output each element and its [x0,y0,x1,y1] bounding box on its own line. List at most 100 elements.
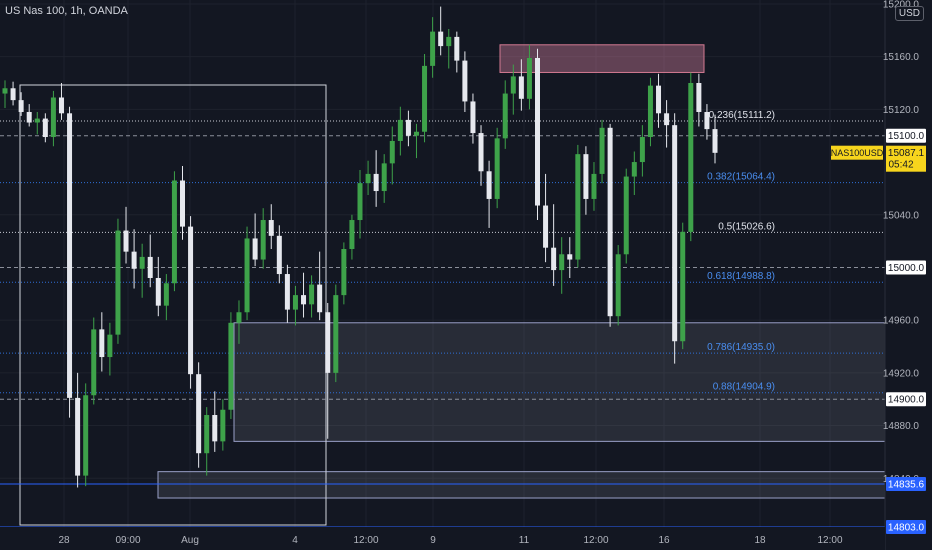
candle-body[interactable] [236,312,242,323]
candle-body[interactable] [155,277,161,306]
candle-body[interactable] [462,60,468,102]
candle-body[interactable] [180,180,185,227]
candle-body[interactable] [365,173,371,184]
candle-body[interactable] [712,129,718,153]
demand-zone[interactable] [233,322,886,442]
candle-body[interactable] [502,93,508,139]
candle-body[interactable] [704,111,710,130]
candle-body[interactable] [99,329,105,358]
candle-body[interactable] [2,88,8,94]
candle-body[interactable] [486,171,492,199]
candle-body[interactable] [115,230,121,335]
candle-body[interactable] [518,76,524,99]
candle-body[interactable] [301,295,307,305]
candle-body[interactable] [357,183,363,221]
candle-body[interactable] [268,220,274,236]
candle-body[interactable] [575,154,581,260]
candle-body[interactable] [607,127,613,317]
candle-body[interactable] [647,85,653,138]
candle-body[interactable] [317,284,323,313]
candle-body[interactable] [405,119,411,136]
candle-body[interactable] [478,133,484,172]
candle-body[interactable] [639,137,645,163]
candle-body[interactable] [438,31,444,47]
candle-body[interactable] [535,57,540,206]
candle-body[interactable] [18,100,24,112]
candle-body[interactable] [413,131,419,136]
candle-body[interactable] [292,295,298,310]
candle-body[interactable] [260,220,266,260]
candle-body[interactable] [397,119,403,141]
range-box[interactable] [19,84,327,526]
candle-body[interactable] [252,238,258,260]
candle-body[interactable] [10,88,16,101]
candle-body[interactable] [543,205,549,248]
candle-body[interactable] [163,283,169,306]
candle-body[interactable] [526,57,532,99]
candle-body[interactable] [107,334,113,358]
candle-body[interactable] [615,254,621,317]
candle-body[interactable] [42,118,48,138]
candle-body[interactable] [583,154,589,199]
demand-zone-lower[interactable] [157,471,886,499]
candle-body[interactable] [309,284,315,305]
candle-body[interactable] [341,249,347,296]
candle-body[interactable] [696,83,702,112]
candle-body[interactable] [591,173,597,199]
candle-body[interactable] [494,138,500,199]
supply-zone[interactable] [499,44,705,73]
candle-body[interactable] [446,36,452,47]
countdown-label: 05:42 [888,160,913,171]
candle-body[interactable] [422,65,428,132]
candle-body[interactable] [389,140,395,164]
candle-body[interactable] [171,180,177,284]
candle-body[interactable] [510,76,516,94]
candle-body[interactable] [333,295,339,373]
candle-body[interactable] [34,118,40,123]
candle-body[interactable] [373,173,379,192]
candle-body[interactable] [325,312,331,373]
price-axis[interactable] [885,0,932,550]
candle-body[interactable] [680,231,686,342]
time-axis[interactable] [0,527,885,550]
candle-body[interactable] [284,274,290,310]
candle-body[interactable] [567,254,573,260]
candle-body[interactable] [50,97,56,138]
candle-body[interactable] [212,415,218,442]
candle-body[interactable] [688,83,694,232]
candle-body[interactable] [349,220,355,250]
candle-body[interactable] [454,36,460,61]
candle-body[interactable] [664,113,670,126]
candle-body[interactable] [672,125,678,342]
x-tick-label: 16 [658,535,670,546]
candle-body[interactable] [381,163,387,192]
candle-body[interactable] [58,97,64,114]
candle-body[interactable] [75,397,81,476]
candle-body[interactable] [656,85,662,114]
candle-body[interactable] [196,374,202,454]
candle-body[interactable] [26,111,32,123]
candle-body[interactable] [91,329,97,396]
candle-body[interactable] [139,256,145,269]
candle-body[interactable] [551,247,557,271]
candle-body[interactable] [599,127,605,174]
candle-body[interactable] [67,113,73,398]
candle-body[interactable] [276,235,282,275]
candle-body[interactable] [623,176,629,255]
candle-body[interactable] [188,226,194,375]
candle-body[interactable] [228,322,234,410]
candle-body[interactable] [123,230,129,252]
candle-body[interactable] [430,31,436,66]
candle-body[interactable] [470,101,476,134]
candle-body[interactable] [147,256,153,278]
candle-body[interactable] [131,251,137,269]
candle-body[interactable] [631,162,637,177]
candle-body[interactable] [220,409,226,442]
candle-body[interactable] [83,395,89,476]
candle-body[interactable] [244,238,250,313]
currency-button[interactable]: USD [894,6,924,21]
candle-body[interactable] [559,254,565,271]
candle-body[interactable] [204,415,210,454]
